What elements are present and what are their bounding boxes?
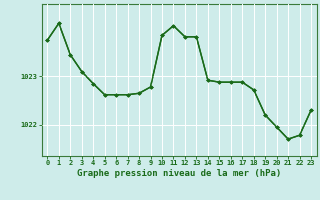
X-axis label: Graphe pression niveau de la mer (hPa): Graphe pression niveau de la mer (hPa): [77, 169, 281, 178]
